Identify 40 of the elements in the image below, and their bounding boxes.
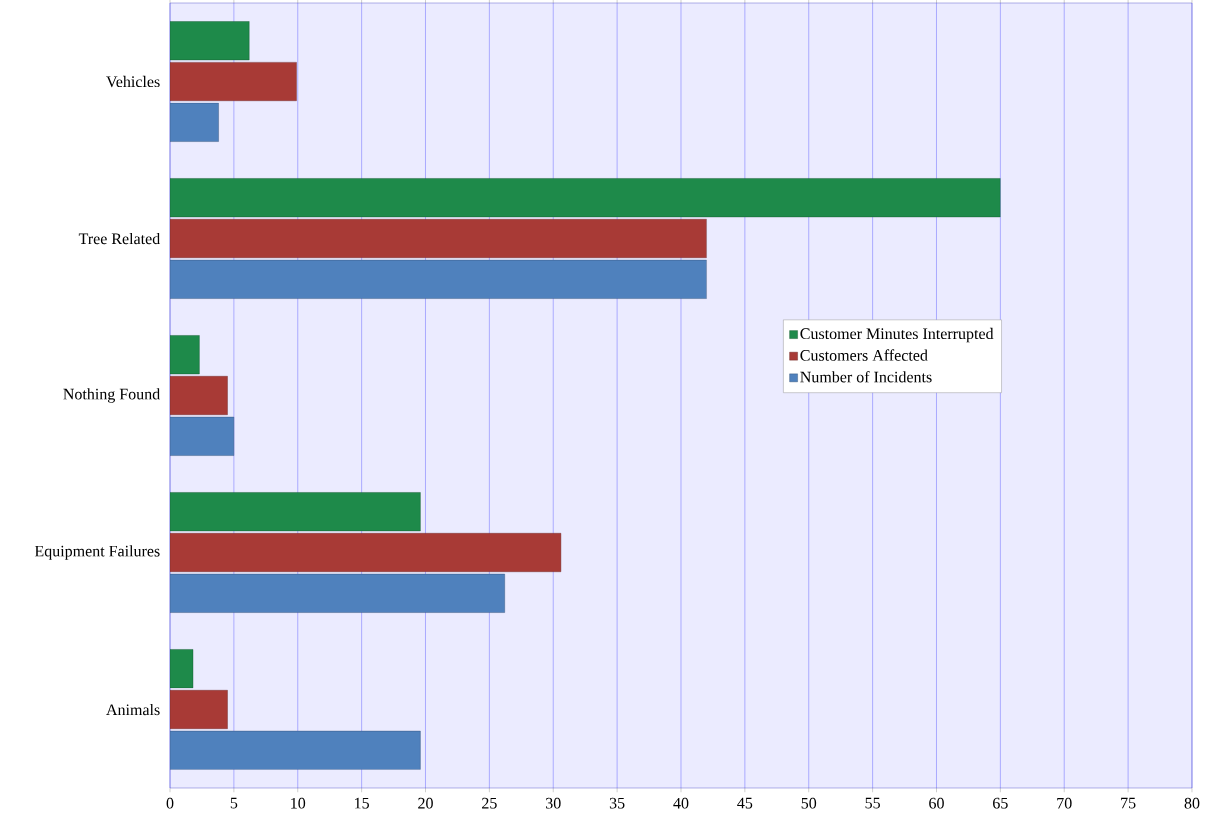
x-tick-label: 10	[291, 797, 306, 809]
bar	[170, 573, 505, 613]
x-tick-label: 60	[929, 797, 944, 809]
bar	[170, 335, 200, 375]
x-tick-label: 50	[801, 797, 817, 809]
x-tick-label: 35	[609, 797, 625, 809]
x-tick-label: 45	[737, 797, 753, 809]
y-tick-label: Nothing Found	[63, 388, 160, 403]
x-tick-label: 0	[166, 797, 174, 809]
bar	[170, 102, 219, 142]
bar	[170, 730, 421, 770]
bar	[170, 492, 421, 532]
legend-label: Customers Affected	[800, 349, 928, 361]
x-tick-label: 70	[1057, 797, 1072, 809]
bar	[170, 21, 250, 61]
bar	[170, 62, 297, 101]
y-tick-label: Animals	[106, 703, 160, 716]
x-tick-label: 5	[230, 797, 238, 809]
bar	[170, 649, 194, 689]
x-tick-label: 30	[546, 797, 561, 809]
bar	[170, 690, 228, 729]
x-tick-label: 15	[355, 797, 369, 809]
y-tick-label: Equipment Failures	[34, 545, 160, 560]
bar	[170, 219, 707, 258]
y-tick-label: Tree Related	[78, 232, 161, 245]
legend-label: Customer Minutes Interrupted	[800, 327, 994, 343]
legend-label: Number of Incidents	[800, 371, 932, 383]
bar	[170, 376, 228, 415]
bar	[170, 259, 707, 299]
x-tick-label: 80	[1184, 797, 1200, 809]
y-tick-label: Vehicles	[106, 75, 160, 88]
bar	[170, 416, 235, 456]
x-tick-label: 55	[865, 797, 880, 809]
bar	[170, 178, 1001, 218]
x-tick-label: 20	[418, 797, 433, 809]
x-tick-label: 75	[1121, 797, 1136, 809]
x-tick-label: 40	[673, 797, 689, 809]
x-tick-label: 25	[482, 797, 497, 809]
x-tick-label: 65	[993, 797, 1008, 809]
bar	[170, 533, 562, 572]
